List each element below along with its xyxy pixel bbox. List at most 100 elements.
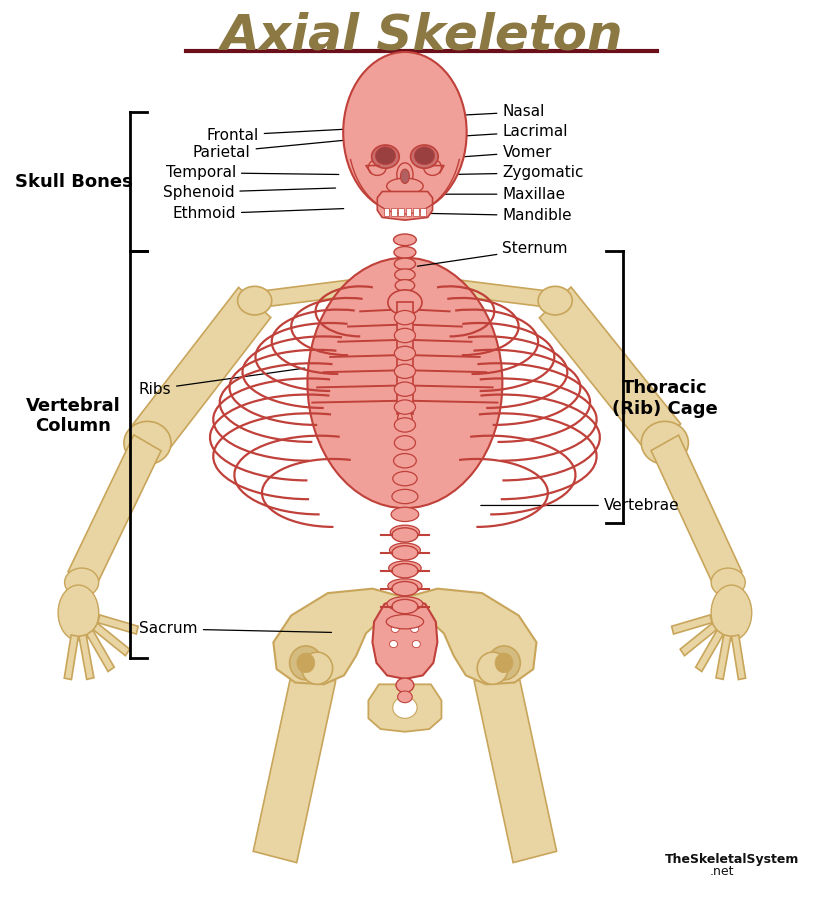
Polygon shape — [64, 635, 78, 680]
Text: Lacrimal: Lacrimal — [422, 124, 568, 140]
Polygon shape — [651, 435, 742, 588]
Ellipse shape — [301, 652, 332, 684]
Ellipse shape — [393, 454, 417, 468]
Ellipse shape — [394, 418, 416, 432]
Bar — [413, 208, 418, 216]
Ellipse shape — [488, 646, 520, 680]
Ellipse shape — [538, 286, 572, 315]
Ellipse shape — [412, 641, 420, 648]
Text: Sternum: Sternum — [418, 241, 568, 266]
Ellipse shape — [387, 615, 423, 629]
Polygon shape — [405, 589, 537, 684]
Bar — [406, 208, 412, 216]
Text: Vertebrae: Vertebrae — [481, 498, 680, 513]
Ellipse shape — [411, 145, 438, 168]
Ellipse shape — [392, 545, 418, 560]
Bar — [397, 302, 413, 414]
Ellipse shape — [394, 436, 416, 450]
Ellipse shape — [64, 568, 99, 597]
Ellipse shape — [393, 234, 417, 246]
Ellipse shape — [391, 508, 418, 522]
Text: Skull Bones: Skull Bones — [15, 173, 133, 191]
Ellipse shape — [478, 652, 508, 684]
Ellipse shape — [388, 579, 422, 593]
Ellipse shape — [392, 581, 418, 596]
Ellipse shape — [394, 247, 416, 258]
Ellipse shape — [394, 310, 416, 325]
Ellipse shape — [394, 364, 416, 378]
Ellipse shape — [368, 159, 387, 176]
Ellipse shape — [641, 421, 688, 464]
Ellipse shape — [414, 147, 434, 165]
Polygon shape — [68, 435, 161, 588]
Ellipse shape — [390, 525, 419, 539]
Text: Sphenoid: Sphenoid — [163, 184, 336, 200]
Text: Zygomatic: Zygomatic — [404, 166, 584, 180]
Polygon shape — [87, 630, 114, 671]
Polygon shape — [716, 634, 731, 680]
Bar — [420, 208, 426, 216]
Text: .net: .net — [710, 865, 734, 878]
Ellipse shape — [297, 653, 315, 672]
Ellipse shape — [389, 543, 420, 557]
Ellipse shape — [388, 290, 422, 315]
Ellipse shape — [307, 257, 503, 508]
Text: TheSkeletalSystem: TheSkeletalSystem — [665, 853, 799, 866]
Ellipse shape — [495, 653, 513, 672]
Text: Maxillae: Maxillae — [412, 186, 565, 202]
Ellipse shape — [395, 269, 415, 281]
Ellipse shape — [394, 400, 416, 414]
Polygon shape — [372, 598, 438, 679]
Ellipse shape — [388, 561, 421, 575]
Text: Vertebral
Column: Vertebral Column — [26, 397, 121, 436]
Polygon shape — [94, 624, 129, 656]
Ellipse shape — [58, 585, 99, 641]
Ellipse shape — [711, 568, 746, 597]
Ellipse shape — [387, 597, 423, 611]
Polygon shape — [696, 630, 723, 671]
Ellipse shape — [395, 280, 415, 292]
Text: Vomer: Vomer — [418, 145, 552, 160]
Ellipse shape — [401, 169, 409, 184]
Text: Parietal: Parietal — [193, 139, 357, 159]
Polygon shape — [98, 615, 139, 634]
Text: Frontal: Frontal — [206, 128, 366, 143]
Ellipse shape — [397, 410, 412, 427]
Bar — [398, 208, 404, 216]
Ellipse shape — [290, 646, 322, 680]
Ellipse shape — [394, 382, 416, 396]
Ellipse shape — [392, 490, 418, 504]
Text: Temporal: Temporal — [165, 166, 339, 180]
Ellipse shape — [387, 178, 423, 194]
Polygon shape — [681, 624, 716, 656]
Text: Ethmoid: Ethmoid — [173, 206, 344, 221]
Polygon shape — [731, 635, 746, 680]
Ellipse shape — [124, 421, 171, 464]
Text: Nasal: Nasal — [424, 104, 544, 120]
Ellipse shape — [394, 328, 416, 343]
Ellipse shape — [375, 147, 396, 165]
Ellipse shape — [396, 302, 414, 312]
Polygon shape — [273, 589, 405, 684]
Ellipse shape — [372, 145, 399, 168]
Polygon shape — [539, 287, 681, 454]
Ellipse shape — [238, 286, 271, 315]
Polygon shape — [256, 279, 357, 308]
Bar — [384, 208, 389, 216]
Polygon shape — [474, 670, 557, 862]
Ellipse shape — [396, 291, 414, 302]
Ellipse shape — [392, 472, 418, 486]
Bar — [391, 208, 397, 216]
Text: Sacrum: Sacrum — [139, 621, 331, 636]
Polygon shape — [79, 634, 94, 680]
Ellipse shape — [394, 258, 416, 270]
Text: Axial Skeleton: Axial Skeleton — [220, 12, 622, 60]
Ellipse shape — [396, 678, 414, 692]
Ellipse shape — [711, 585, 752, 641]
Text: Ribs: Ribs — [139, 368, 305, 397]
Polygon shape — [451, 279, 554, 308]
Ellipse shape — [392, 599, 418, 614]
Ellipse shape — [392, 697, 418, 718]
Ellipse shape — [391, 626, 399, 633]
Polygon shape — [671, 615, 712, 634]
